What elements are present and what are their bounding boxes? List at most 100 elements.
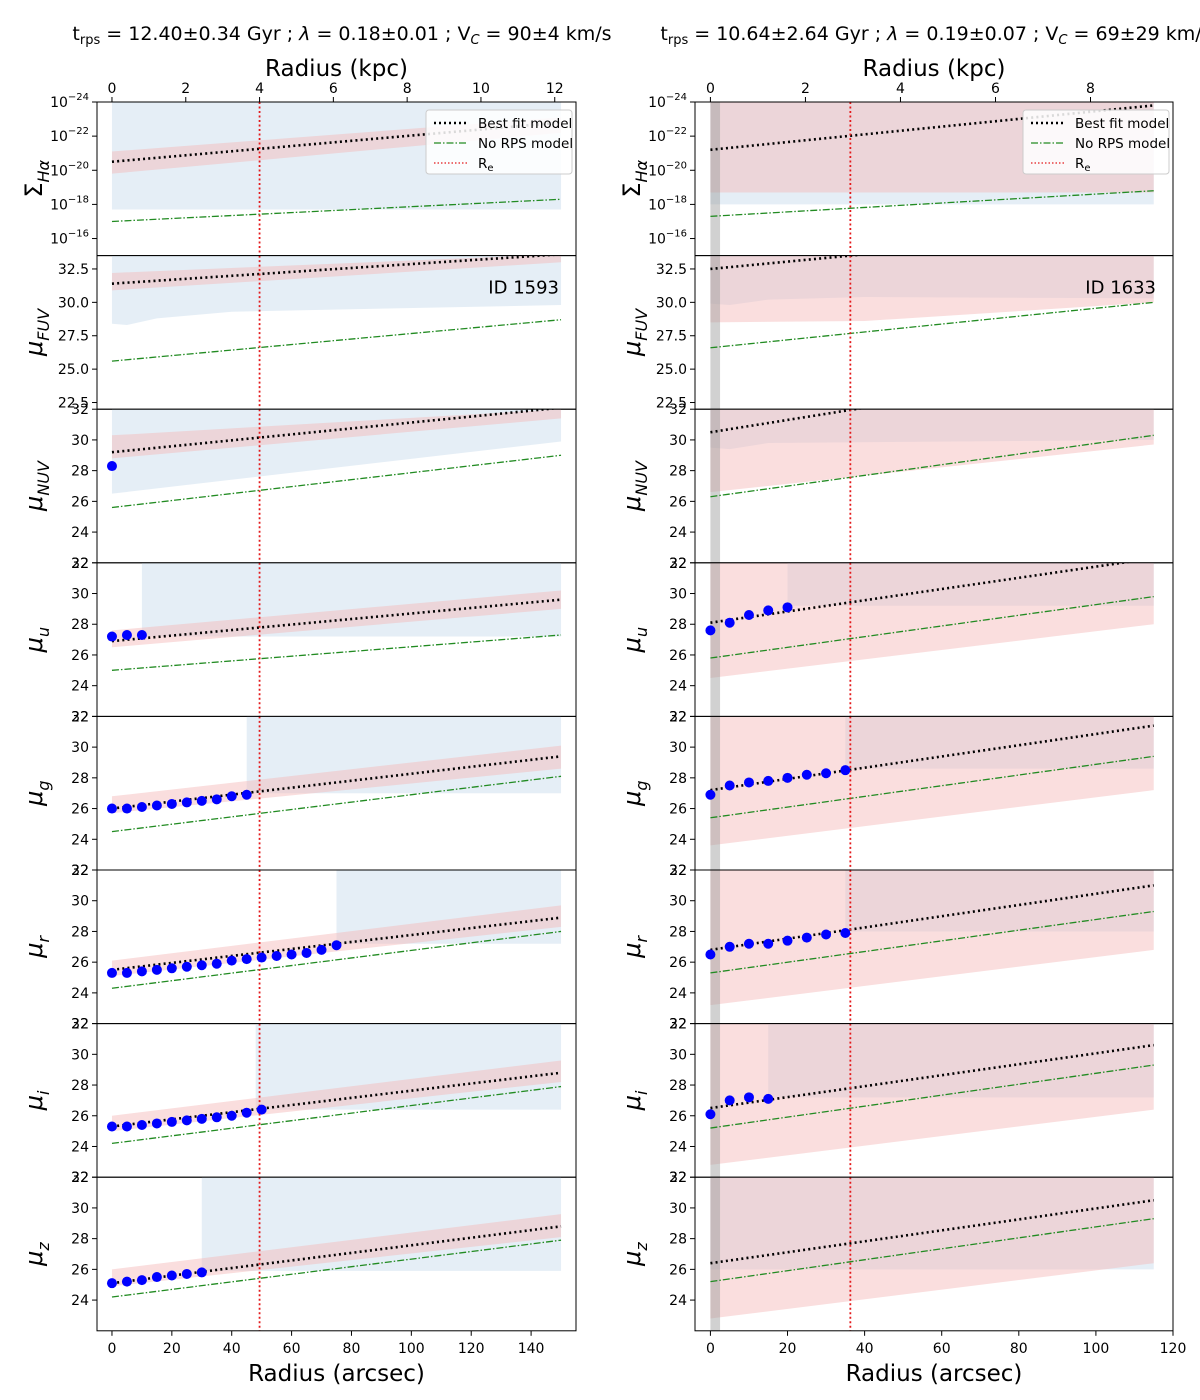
y-tick-label: 10−24 bbox=[648, 92, 687, 111]
top-tick-label: 8 bbox=[1086, 81, 1095, 97]
data-point bbox=[181, 1268, 192, 1279]
model-uncertainty-band bbox=[710, 1177, 1154, 1319]
y-tick-label: 10−24 bbox=[50, 92, 89, 111]
y-tick-label: 10−22 bbox=[50, 126, 89, 145]
model-uncertainty-band bbox=[710, 255, 1154, 323]
x-tick-label: 40 bbox=[856, 1341, 874, 1357]
y-tick-label: 26 bbox=[669, 955, 687, 971]
y-tick-label: 28 bbox=[71, 1078, 89, 1094]
y-tick-label: 22 bbox=[669, 1017, 687, 1033]
y-tick-label: 26 bbox=[669, 1262, 687, 1278]
data-point bbox=[136, 1119, 147, 1130]
top-tick-label: 2 bbox=[181, 81, 190, 97]
psf-region bbox=[710, 255, 721, 410]
no-rps-model-line bbox=[111, 454, 562, 509]
top-tick-label: 12 bbox=[546, 81, 564, 97]
panel-μ-NUV: 22 24 26 28 30 32 μNUV bbox=[20, 402, 577, 572]
legend-label: No RPS model bbox=[478, 136, 573, 152]
y-tick-label: 24 bbox=[71, 986, 89, 1002]
data-point bbox=[106, 631, 117, 642]
observed-range-band bbox=[710, 1177, 1154, 1270]
y-tick-label: 10−20 bbox=[648, 160, 687, 179]
y-tick-label: 28 bbox=[71, 924, 89, 940]
data-point bbox=[151, 964, 162, 975]
y-tick-label: 28 bbox=[669, 1078, 687, 1094]
data-point bbox=[121, 629, 132, 640]
top-tick-label: 10 bbox=[472, 81, 490, 97]
data-point bbox=[271, 951, 282, 962]
data-point bbox=[331, 940, 342, 951]
y-tick-label: 32 bbox=[669, 1017, 687, 1033]
data-point bbox=[821, 768, 832, 779]
panel-μ-u: 22 24 26 28 30 32 μu bbox=[20, 556, 577, 725]
legend-label: No RPS model bbox=[1075, 136, 1170, 152]
left-column-plot: trps = 12.40±0.34 Gyr ; λ = 0.18±0.01 ; … bbox=[20, 23, 612, 1387]
panel-μ-FUV: 22.5 25.0 27.5 30.0 32.5 μFUV ID 1633 bbox=[618, 255, 1174, 412]
top-tick-label: 0 bbox=[706, 81, 715, 97]
y-tick-label: 26 bbox=[71, 494, 89, 510]
observed-range-band bbox=[141, 562, 562, 637]
y-tick-label: 26 bbox=[669, 802, 687, 818]
x-tick-label: 140 bbox=[518, 1341, 545, 1357]
y-tick-label: 27.5 bbox=[656, 329, 687, 345]
y-tick-label: 32 bbox=[669, 402, 687, 418]
y-tick-label: 28 bbox=[669, 924, 687, 940]
no-rps-model-line bbox=[111, 775, 562, 833]
data-point bbox=[121, 967, 132, 978]
best-fit-model-line bbox=[710, 409, 864, 434]
galaxy-id-label: ID 1633 bbox=[1085, 278, 1156, 299]
no-rps-model-line bbox=[111, 930, 562, 989]
panel-μ-r: 22 24 26 28 30 32 μr bbox=[20, 863, 577, 1033]
y-tick-label: 24 bbox=[669, 1139, 687, 1155]
data-point bbox=[196, 960, 207, 971]
panel-y-label: μz bbox=[618, 1242, 651, 1267]
model-uncertainty-band bbox=[710, 409, 1154, 493]
y-tick-label: 22 bbox=[71, 709, 89, 725]
psf-region bbox=[710, 716, 721, 870]
panel-y-label: μg bbox=[618, 780, 651, 806]
data-point bbox=[166, 1270, 177, 1281]
data-point bbox=[106, 461, 117, 472]
data-point bbox=[151, 800, 162, 811]
observed-range-band bbox=[845, 716, 1154, 769]
y-tick-label: 30 bbox=[669, 433, 687, 449]
y-tick-label: 24 bbox=[669, 832, 687, 848]
x-tick-label: 120 bbox=[1160, 1341, 1187, 1357]
data-point bbox=[106, 803, 117, 814]
panel-y-label: μu bbox=[20, 627, 53, 653]
panel-frame bbox=[694, 1176, 1174, 1332]
top-tick-label: 4 bbox=[896, 81, 905, 97]
data-point bbox=[763, 938, 774, 949]
top-tick-label: 2 bbox=[801, 81, 810, 97]
legend-label: Re bbox=[1075, 156, 1091, 174]
psf-region bbox=[710, 870, 721, 1024]
psf-region bbox=[710, 1177, 721, 1331]
no-rps-model-line bbox=[710, 301, 1154, 349]
x-tick-label: 120 bbox=[458, 1341, 485, 1357]
data-point bbox=[226, 791, 237, 802]
top-tick-label: 8 bbox=[403, 81, 412, 97]
y-tick-label: 30 bbox=[71, 740, 89, 756]
column-header: trps = 12.40±0.34 Gyr ; λ = 0.18±0.01 ; … bbox=[72, 23, 611, 48]
data-point bbox=[121, 1121, 132, 1132]
y-tick-label: 28 bbox=[71, 464, 89, 480]
panel-μ-i: 22 24 26 28 30 32 μi bbox=[20, 1017, 577, 1186]
panel-μ-g: 22 24 26 28 30 32 μg bbox=[20, 709, 577, 879]
data-point bbox=[166, 798, 177, 809]
observed-range-band bbox=[111, 255, 562, 326]
data-point bbox=[256, 1104, 267, 1115]
psf-region bbox=[710, 409, 721, 563]
y-tick-label: 10−18 bbox=[50, 194, 89, 213]
y-tick-label: 32 bbox=[71, 709, 89, 725]
data-point bbox=[763, 605, 774, 616]
y-tick-label: 24 bbox=[71, 1139, 89, 1155]
best-fit-model-line bbox=[710, 1198, 1154, 1265]
data-point bbox=[782, 935, 793, 946]
x-tick-label: 20 bbox=[163, 1341, 181, 1357]
x-tick-label: 80 bbox=[343, 1341, 361, 1357]
data-point bbox=[211, 794, 222, 805]
y-tick-label: 28 bbox=[71, 771, 89, 787]
panel-μ-g: 22 24 26 28 30 32 μg bbox=[618, 709, 1174, 879]
panel-y-label: μg bbox=[20, 780, 53, 806]
